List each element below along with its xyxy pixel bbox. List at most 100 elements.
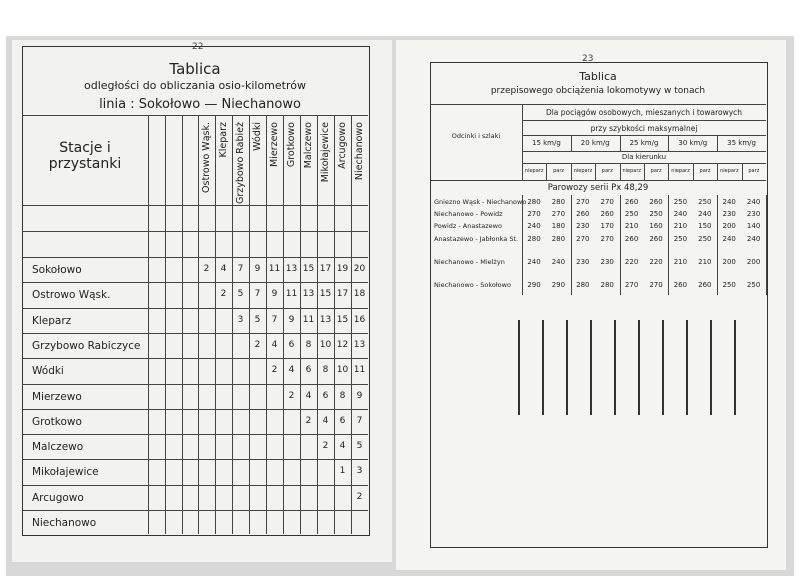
grid-line (595, 163, 597, 180)
grid-line (198, 115, 199, 534)
grid-line (668, 163, 670, 180)
speed-label: 25 km/g (629, 139, 659, 147)
distance-value: 2 (322, 441, 329, 452)
grid-line (22, 383, 368, 385)
distance-value: 2 (203, 264, 210, 274)
column-header: Arcugowo (337, 122, 348, 169)
locomotive-series: Parowozy serii Px 48,29 (547, 183, 649, 193)
distance-value: 4 (220, 264, 227, 274)
load-value: 240 (722, 235, 736, 243)
distance-value: 2 (305, 415, 312, 426)
grid-line (283, 115, 284, 534)
grid-line (22, 459, 368, 461)
load-value: 240 (746, 198, 761, 206)
load-value: 210 (698, 258, 712, 266)
load-value: 270 (649, 281, 663, 289)
distance-value: 4 (288, 365, 295, 376)
grid-line (22, 332, 368, 334)
station-name: Arcugowo (32, 491, 84, 504)
column-header: Ostrowo Wąsk. (201, 122, 212, 193)
table-title: Tablica (579, 70, 617, 83)
stations-header: Stacje i przystanki (48, 140, 122, 172)
distance-value: 15 (302, 264, 315, 274)
distance-value: 4 (322, 415, 329, 426)
grid-line (22, 205, 368, 206)
distance-value: 2 (254, 339, 261, 350)
distance-value: 8 (322, 365, 329, 376)
distance-value: 18 (353, 289, 366, 300)
grid-line (717, 195, 719, 295)
trains-header: Dla pociągów osobowych, mieszanych i tow… (545, 108, 743, 117)
load-value: 230 (576, 222, 590, 230)
load-value: 200 (722, 258, 736, 266)
speed-header: przy szybkości maksymalnej (590, 124, 698, 133)
load-value: 250 (698, 235, 712, 243)
distance-value: 16 (353, 314, 366, 325)
load-value: 250 (746, 281, 761, 289)
column-header: Mierzewo (269, 122, 280, 167)
load-value: 270 (576, 198, 590, 206)
grid-line (334, 115, 335, 534)
grid-line (619, 195, 621, 295)
distance-value: 8 (339, 390, 346, 401)
direction-header: Dla kierunku (621, 153, 667, 161)
load-value: 260 (698, 281, 712, 289)
load-value: 290 (527, 281, 541, 289)
column-header: Grotkowo (286, 122, 297, 168)
section-name: Niechanowo - Mielżyn (434, 258, 505, 266)
distance-value: 15 (336, 314, 349, 325)
load-value: 240 (673, 210, 688, 218)
load-value: 280 (527, 235, 541, 243)
page-number: 23 (582, 54, 594, 64)
grid-line (662, 320, 664, 415)
load-value: 230 (576, 258, 590, 266)
station-name: Kleparz (32, 314, 72, 327)
load-value: 240 (722, 198, 736, 206)
grid-line (590, 320, 592, 415)
grid-line (570, 195, 572, 295)
section-name: Powidz - Anastazewo (434, 222, 502, 230)
column-header: Mikołajewice (320, 122, 331, 183)
grid-line (22, 231, 368, 232)
section-name: Anastazewo - Jabłonka St. (434, 235, 519, 243)
station-name: Malczewo (32, 441, 84, 454)
distance-value: 9 (254, 264, 261, 274)
distance-value: 17 (319, 264, 332, 274)
distance-value: 6 (322, 390, 329, 401)
distance-value: 13 (319, 314, 332, 325)
load-value: 250 (673, 198, 688, 206)
load-value: 210 (624, 222, 639, 230)
station-name: Grotkowo (32, 415, 82, 428)
distance-value: 2 (271, 365, 278, 376)
direction-label: parz (699, 168, 711, 174)
distance-value: 13 (353, 339, 366, 350)
grid-line (165, 115, 166, 534)
distance-value: 3 (356, 466, 363, 477)
section-name: Niechanowo - Powidz (434, 210, 503, 218)
load-value: 270 (527, 210, 541, 218)
grid-line (22, 257, 368, 258)
grid-line (148, 115, 149, 534)
distance-value: 9 (356, 390, 363, 401)
grid-line (518, 320, 520, 415)
distance-value: 5 (356, 441, 363, 452)
load-value: 290 (551, 281, 566, 289)
direction-label: nieparz (524, 168, 544, 174)
line-name: linia : Sokołowo — Niechanowo (99, 97, 301, 112)
grid-line (566, 320, 568, 415)
station-name: Wódki (32, 365, 64, 378)
load-value: 270 (576, 235, 590, 243)
load-value: 270 (624, 281, 639, 289)
load-value: 210 (673, 222, 688, 230)
section-name: Niechanowo - Sokołowo (434, 281, 511, 289)
grid-line (249, 115, 250, 534)
column-header: Grzybowo Rabież (235, 122, 246, 205)
distance-value: 11 (285, 289, 298, 300)
load-value: 260 (673, 281, 688, 289)
load-value: 260 (624, 235, 639, 243)
distance-value: 1 (339, 466, 346, 477)
right-page: 23 (396, 40, 786, 570)
load-value: 240 (551, 258, 566, 266)
load-value: 260 (600, 210, 614, 218)
grid-line (22, 358, 368, 360)
